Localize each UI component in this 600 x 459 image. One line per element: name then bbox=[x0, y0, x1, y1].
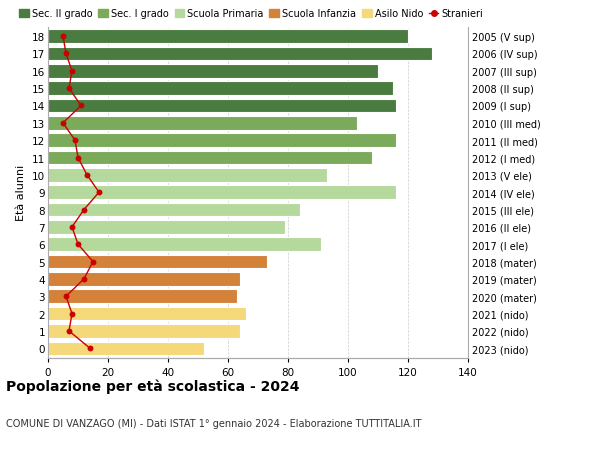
Point bbox=[76, 103, 86, 110]
Point bbox=[94, 189, 104, 196]
Point bbox=[61, 50, 71, 58]
Bar bbox=[48, 151, 372, 165]
Bar bbox=[48, 82, 393, 96]
Bar bbox=[48, 48, 432, 61]
Bar bbox=[48, 203, 300, 217]
Bar bbox=[48, 273, 240, 286]
Point bbox=[73, 155, 83, 162]
Bar bbox=[48, 65, 378, 78]
Bar bbox=[48, 169, 327, 182]
Point bbox=[67, 310, 77, 318]
Point bbox=[58, 34, 68, 41]
Bar bbox=[48, 186, 396, 200]
Point bbox=[79, 207, 89, 214]
Point bbox=[82, 172, 92, 179]
Text: COMUNE DI VANZAGO (MI) - Dati ISTAT 1° gennaio 2024 - Elaborazione TUTTITALIA.IT: COMUNE DI VANZAGO (MI) - Dati ISTAT 1° g… bbox=[6, 418, 421, 428]
Point bbox=[73, 241, 83, 248]
Bar bbox=[48, 100, 396, 113]
Bar bbox=[48, 238, 321, 252]
Point bbox=[64, 85, 74, 93]
Point bbox=[79, 275, 89, 283]
Point bbox=[88, 258, 98, 266]
Y-axis label: Età alunni: Età alunni bbox=[16, 165, 26, 221]
Point bbox=[85, 345, 95, 352]
Text: Popolazione per età scolastica - 2024: Popolazione per età scolastica - 2024 bbox=[6, 379, 299, 393]
Legend: Sec. II grado, Sec. I grado, Scuola Primaria, Scuola Infanzia, Asilo Nido, Stran: Sec. II grado, Sec. I grado, Scuola Prim… bbox=[19, 9, 483, 19]
Point bbox=[61, 293, 71, 300]
Bar bbox=[48, 325, 240, 338]
Bar bbox=[48, 134, 396, 148]
Bar bbox=[48, 30, 408, 44]
Point bbox=[67, 68, 77, 75]
Bar bbox=[48, 221, 285, 234]
Point bbox=[70, 137, 80, 145]
Bar bbox=[48, 307, 246, 321]
Bar bbox=[48, 290, 237, 303]
Point bbox=[67, 224, 77, 231]
Bar bbox=[48, 255, 267, 269]
Bar bbox=[48, 117, 357, 130]
Point bbox=[64, 328, 74, 335]
Point bbox=[58, 120, 68, 127]
Bar bbox=[48, 342, 204, 355]
